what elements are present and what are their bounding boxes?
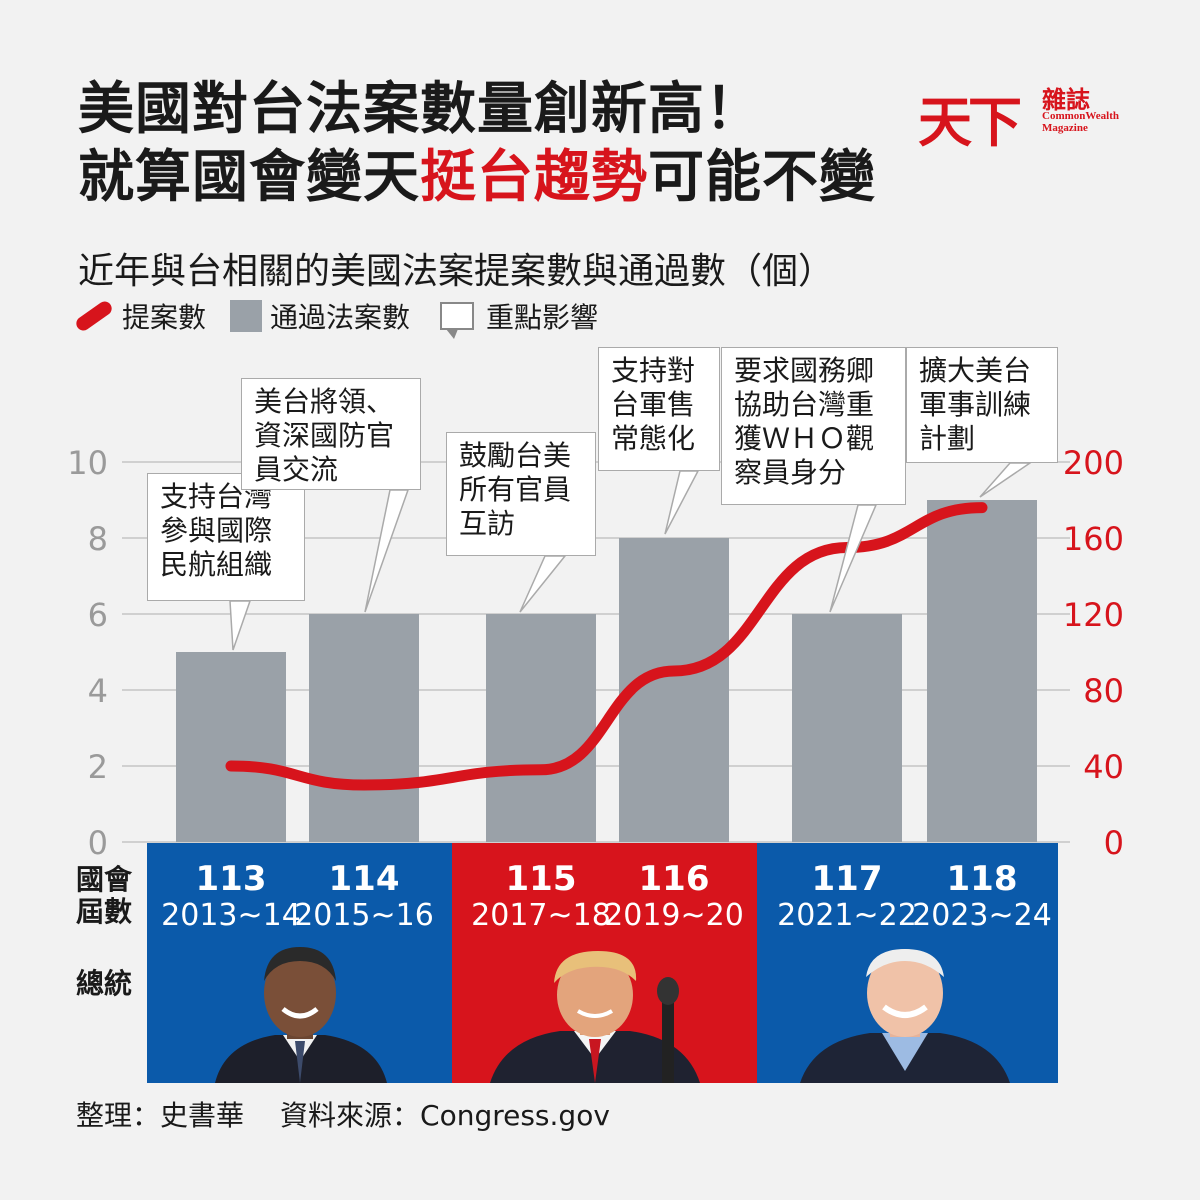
callout-tail: [229, 600, 252, 651]
callout-tail: [829, 504, 878, 613]
chart-subtitle: 近年與台相關的美國法案提案數與通過數（個）: [78, 251, 835, 292]
congress-113: 113 2013~14: [151, 860, 311, 934]
congress-118: 118 2023~24: [902, 860, 1062, 934]
logo-sub: 雜誌: [1042, 85, 1090, 114]
callout-tail: [979, 462, 1033, 498]
legend-callout-label: 重點影響: [486, 301, 599, 334]
callout-tail: [364, 489, 410, 613]
congress-label-1: 國會: [76, 863, 133, 896]
y-left-tick-label: 0: [88, 824, 108, 862]
callout-113: 支持台灣 參與國際 民航組織: [147, 473, 305, 601]
callout-117: 要求國務卿 協助台灣重 獲ＷＨＯ觀 察員身分: [721, 347, 906, 505]
congress-114: 114 2015~16: [284, 860, 444, 934]
callout-118: 擴大美台 軍事訓練 計劃: [906, 347, 1058, 463]
congress-117: 117 2021~22: [767, 860, 927, 934]
president-row-label: 總統: [76, 967, 133, 1000]
callout-115: 鼓勵台美 所有官員 互訪: [446, 432, 596, 556]
legend-callout-icon: [440, 302, 474, 339]
callout-tail: [664, 470, 700, 535]
congress-115: 115 2017~18: [461, 860, 621, 934]
y-left-tick-label: 8: [88, 520, 108, 558]
congress-number: 116: [638, 859, 710, 899]
y-left-tick-label: 10: [67, 444, 108, 482]
logo-en-2: Magazine: [1042, 122, 1088, 134]
congress-years: 2023~24: [912, 898, 1052, 933]
y-left-tick-label: 4: [88, 672, 108, 710]
congress-116: 116 2019~20: [594, 860, 754, 934]
footer: 整理：史書華 資料來源：Congress.gov: [76, 1094, 646, 1134]
y-left-tick-label: 2: [88, 748, 108, 786]
footer-compiler: 整理：史書華: [76, 1099, 245, 1132]
congress-number: 118: [946, 859, 1018, 899]
congress-years: 2017~18: [471, 898, 611, 933]
y-right-tick-label: 40: [1083, 748, 1124, 786]
congress-number: 114: [328, 859, 400, 899]
bar-115: [486, 614, 596, 842]
congress-label-2: 屆數: [76, 895, 133, 928]
congress-years: 2013~14: [161, 898, 301, 933]
callout-tail: [519, 555, 567, 613]
congress-years: 2015~16: [294, 898, 434, 933]
y-right-tick-label: 0: [1104, 824, 1124, 862]
logo-main: 天下: [918, 90, 1022, 154]
title-line-1: 美國對台法案數量創新高！: [78, 77, 762, 142]
legend-bar-label: 通過法案數: [270, 301, 411, 334]
callout-114: 美台將領、 資深國防官 員交流: [241, 378, 421, 490]
congress-number: 117: [811, 859, 883, 899]
trump-portrait: [490, 951, 700, 1083]
legend-line-label: 提案數: [122, 301, 207, 334]
bar-114: [309, 614, 419, 842]
y-right-tick-label: 160: [1063, 520, 1124, 558]
title-line-2-post: 可能不變: [648, 145, 876, 210]
logo-en: CommonWealth Magazine: [1042, 110, 1119, 134]
congress-number: 115: [505, 859, 577, 899]
title-line-2-pre: 就算國會變天: [78, 145, 420, 210]
congress-number: 113: [195, 859, 267, 899]
bar-117: [792, 614, 902, 842]
legend-callout: 重點影響: [440, 296, 599, 339]
congress-row-label: 國會 屆數: [76, 864, 132, 928]
legend-bar-swatch: [230, 300, 262, 332]
y-right-tick-label: 80: [1083, 672, 1124, 710]
title-line-2: 就算國會變天挺台趨勢可能不變: [78, 150, 876, 206]
legend-line: 提案數: [73, 296, 207, 336]
bar-118: [927, 500, 1037, 842]
congress-years: 2019~20: [604, 898, 744, 933]
bar-113: [176, 652, 286, 842]
legend-bar: 通過法案數: [230, 296, 410, 336]
congress-years: 2021~22: [777, 898, 917, 933]
title-highlight: 挺台趨勢: [420, 145, 648, 210]
y-left-tick-label: 6: [88, 596, 108, 634]
y-right-tick-label: 120: [1063, 596, 1124, 634]
callout-116: 支持對 台軍售 常態化: [598, 347, 720, 471]
commonwealth-logo: 天下 雜誌 CommonWealth Magazine: [918, 76, 1138, 154]
y-right-tick-label: 200: [1063, 444, 1124, 482]
footer-source: 資料來源：Congress.gov: [280, 1099, 610, 1132]
obama-portrait: [215, 947, 387, 1083]
logo-en-1: CommonWealth: [1042, 110, 1119, 122]
biden-portrait: [800, 949, 1010, 1083]
